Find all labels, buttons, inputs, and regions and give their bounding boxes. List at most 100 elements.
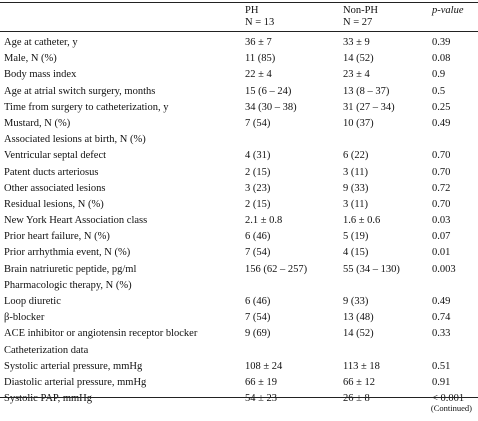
row-nonph-value: 13 (48) — [343, 312, 374, 324]
row-nonph-value: 14 (52) — [343, 328, 374, 340]
row-label: Residual lesions, N (%) — [4, 198, 104, 210]
row-p-value: < 0.001 — [432, 393, 465, 405]
row-label: Diastolic arterial pressure, mmHg — [4, 376, 147, 388]
row-nonph-value: 26 ± 8 — [343, 393, 370, 405]
table-row: Pharmacologic therapy, N (%) — [0, 278, 478, 294]
row-p-value: 0.01 — [432, 247, 451, 259]
row-ph-value: 7 (54) — [245, 247, 271, 259]
row-nonph-value: 3 (11) — [343, 198, 368, 210]
row-p-value: 0.25 — [432, 101, 451, 113]
row-nonph-value: 1.6 ± 0.6 — [343, 215, 381, 227]
row-label: New York Heart Association class — [4, 215, 148, 227]
row-ph-value: 156 (62 – 257) — [245, 263, 308, 275]
row-label: Mustard, N (%) — [4, 117, 71, 129]
row-label: Time from surgery to catheterization, y — [4, 101, 169, 113]
row-nonph-value: 33 ± 9 — [343, 37, 370, 48]
row-label: Prior arrhythmia event, N (%) — [4, 247, 131, 259]
table-row: Prior arrhythmia event, N (%) 7 (54) 4 (15… — [0, 245, 478, 261]
row-p-value: 0.5 — [432, 85, 446, 97]
row-p-value: 0.70 — [432, 150, 451, 162]
table-row: Mustard, N (%) 7 (54) 10 (37) 0.49 — [0, 116, 478, 132]
row-ph-value: 7 (54) — [245, 117, 271, 129]
row-nonph-value: 10 (37) — [343, 117, 374, 129]
row-nonph-value: 55 (34 – 130) — [343, 263, 400, 275]
row-ph-value: 108 ± 24 — [245, 360, 283, 372]
table-row: Time from surgery to catheterization, y 3… — [0, 100, 478, 116]
table-row: Prior heart failure, N (%) 6 (46) 5 (19) 0.… — [0, 229, 478, 245]
row-label: ACE inhibitor or angiotensin receptor bl… — [4, 328, 198, 340]
row-nonph-value: 14 (52) — [343, 53, 374, 65]
table-row: Ventricular septal defect 4 (31) 6 (22) 0.7… — [0, 148, 478, 164]
header-p-label: p-value — [432, 5, 464, 16]
row-ph-value: 34 (30 – 38) — [245, 101, 297, 113]
table-row: Associated lesions at birth, N (%) — [0, 132, 478, 148]
table-body: Age at catheter, y 36 ± 7 33 ± 9 0.39 Male, … — [0, 35, 478, 407]
row-nonph-value: 5 (19) — [343, 231, 369, 243]
row-p-value: 0.33 — [432, 328, 451, 340]
row-ph-value: 15 (6 – 24) — [245, 85, 292, 97]
row-label: Systolic PAP, mmHg — [4, 393, 93, 405]
row-nonph-value: 3 (11) — [343, 166, 368, 178]
row-nonph-value: 23 ± 4 — [343, 69, 370, 81]
row-ph-value: 6 (46) — [245, 296, 271, 307]
row-ph-value: 11 (85) — [245, 53, 276, 65]
table-row: Patent ducts arteriosus 2 (15) 3 (11) 0.70 — [0, 165, 478, 181]
row-p-value: 0.08 — [432, 53, 451, 65]
table-row: β-blocker 7 (54) 13 (48) 0.74 — [0, 310, 478, 326]
table-row: Age at catheter, y 36 ± 7 33 ± 9 0.39 — [0, 35, 478, 51]
row-nonph-value: 9 (33) — [343, 182, 369, 194]
table-row: New York Heart Association class 2.1 ± 0.… — [0, 213, 478, 229]
row-ph-value: 66 ± 19 — [245, 376, 278, 388]
row-label: Associated lesions at birth, N (%) — [4, 134, 146, 146]
row-p-value: 0.70 — [432, 198, 451, 210]
table-row: Systolic PAP, mmHg 54 ± 23 26 ± 8 < 0.001 — [0, 391, 478, 407]
row-p-value: 0.49 — [432, 117, 451, 129]
header-ph-label: PH — [245, 5, 259, 16]
row-ph-value: 36 ± 7 — [245, 37, 272, 48]
row-label: Other associated lesions — [4, 182, 106, 194]
table-row: Other associated lesions 3 (23) 9 (33) 0.72 — [0, 181, 478, 197]
row-label: Male, N (%) — [4, 53, 57, 65]
row-p-value: 0.49 — [432, 296, 451, 307]
row-nonph-value: 113 ± 18 — [343, 360, 380, 372]
row-p-value: 0.003 — [432, 263, 456, 275]
row-label: Catheterization data — [4, 344, 89, 356]
row-nonph-value: 9 (33) — [343, 296, 369, 307]
table-row: Body mass index 22 ± 4 23 ± 4 0.9 — [0, 67, 478, 83]
table-row: Male, N (%) 11 (85) 14 (52) 0.08 — [0, 51, 478, 67]
row-ph-value: 22 ± 4 — [245, 69, 272, 81]
table-row: Diastolic arterial pressure, mmHg 66 ± 19… — [0, 375, 478, 391]
row-label: Systolic arterial pressure, mmHg — [4, 360, 143, 372]
row-p-value: 0.9 — [432, 69, 446, 81]
header-ph: PH N = 13 — [245, 5, 274, 29]
row-p-value: 0.39 — [432, 37, 451, 48]
table-row: Loop diuretic 6 (46) 9 (33) 0.49 — [0, 294, 478, 310]
row-label: Pharmacologic therapy, N (%) — [4, 279, 132, 291]
row-ph-value: 2 (15) — [245, 166, 271, 178]
row-label: Brain natriuretic peptide, pg/ml — [4, 263, 137, 275]
table-row: Brain natriuretic peptide, pg/ml 156 (62 … — [0, 262, 478, 278]
row-p-value: 0.51 — [432, 360, 451, 372]
row-ph-value: 2 (15) — [245, 198, 271, 210]
table-row: Age at atrial switch surgery, months 15 (… — [0, 84, 478, 100]
table-row: Residual lesions, N (%) 2 (15) 3 (11) 0.70 — [0, 197, 478, 213]
row-label: Age at catheter, y — [4, 37, 78, 48]
row-ph-value: 7 (54) — [245, 312, 271, 324]
header-rule — [0, 31, 478, 32]
row-p-value: 0.72 — [432, 182, 451, 194]
continued-note: (Continued) — [430, 403, 472, 413]
table-row: Catheterization data — [0, 343, 478, 359]
row-label: β-blocker — [4, 312, 45, 324]
row-p-value: 0.91 — [432, 376, 451, 388]
row-ph-value: 54 ± 23 — [245, 393, 278, 405]
row-ph-value: 9 (69) — [245, 328, 271, 340]
row-ph-value: 4 (31) — [245, 150, 271, 162]
row-nonph-value: 6 (22) — [343, 150, 369, 162]
row-p-value: 0.74 — [432, 312, 451, 324]
row-nonph-value: 66 ± 12 — [343, 376, 376, 388]
row-nonph-value: 13 (8 – 37) — [343, 85, 390, 97]
header-nonph-label: Non-PH — [343, 5, 379, 16]
row-label: Prior heart failure, N (%) — [4, 231, 110, 243]
row-p-value: 0.07 — [432, 231, 451, 243]
